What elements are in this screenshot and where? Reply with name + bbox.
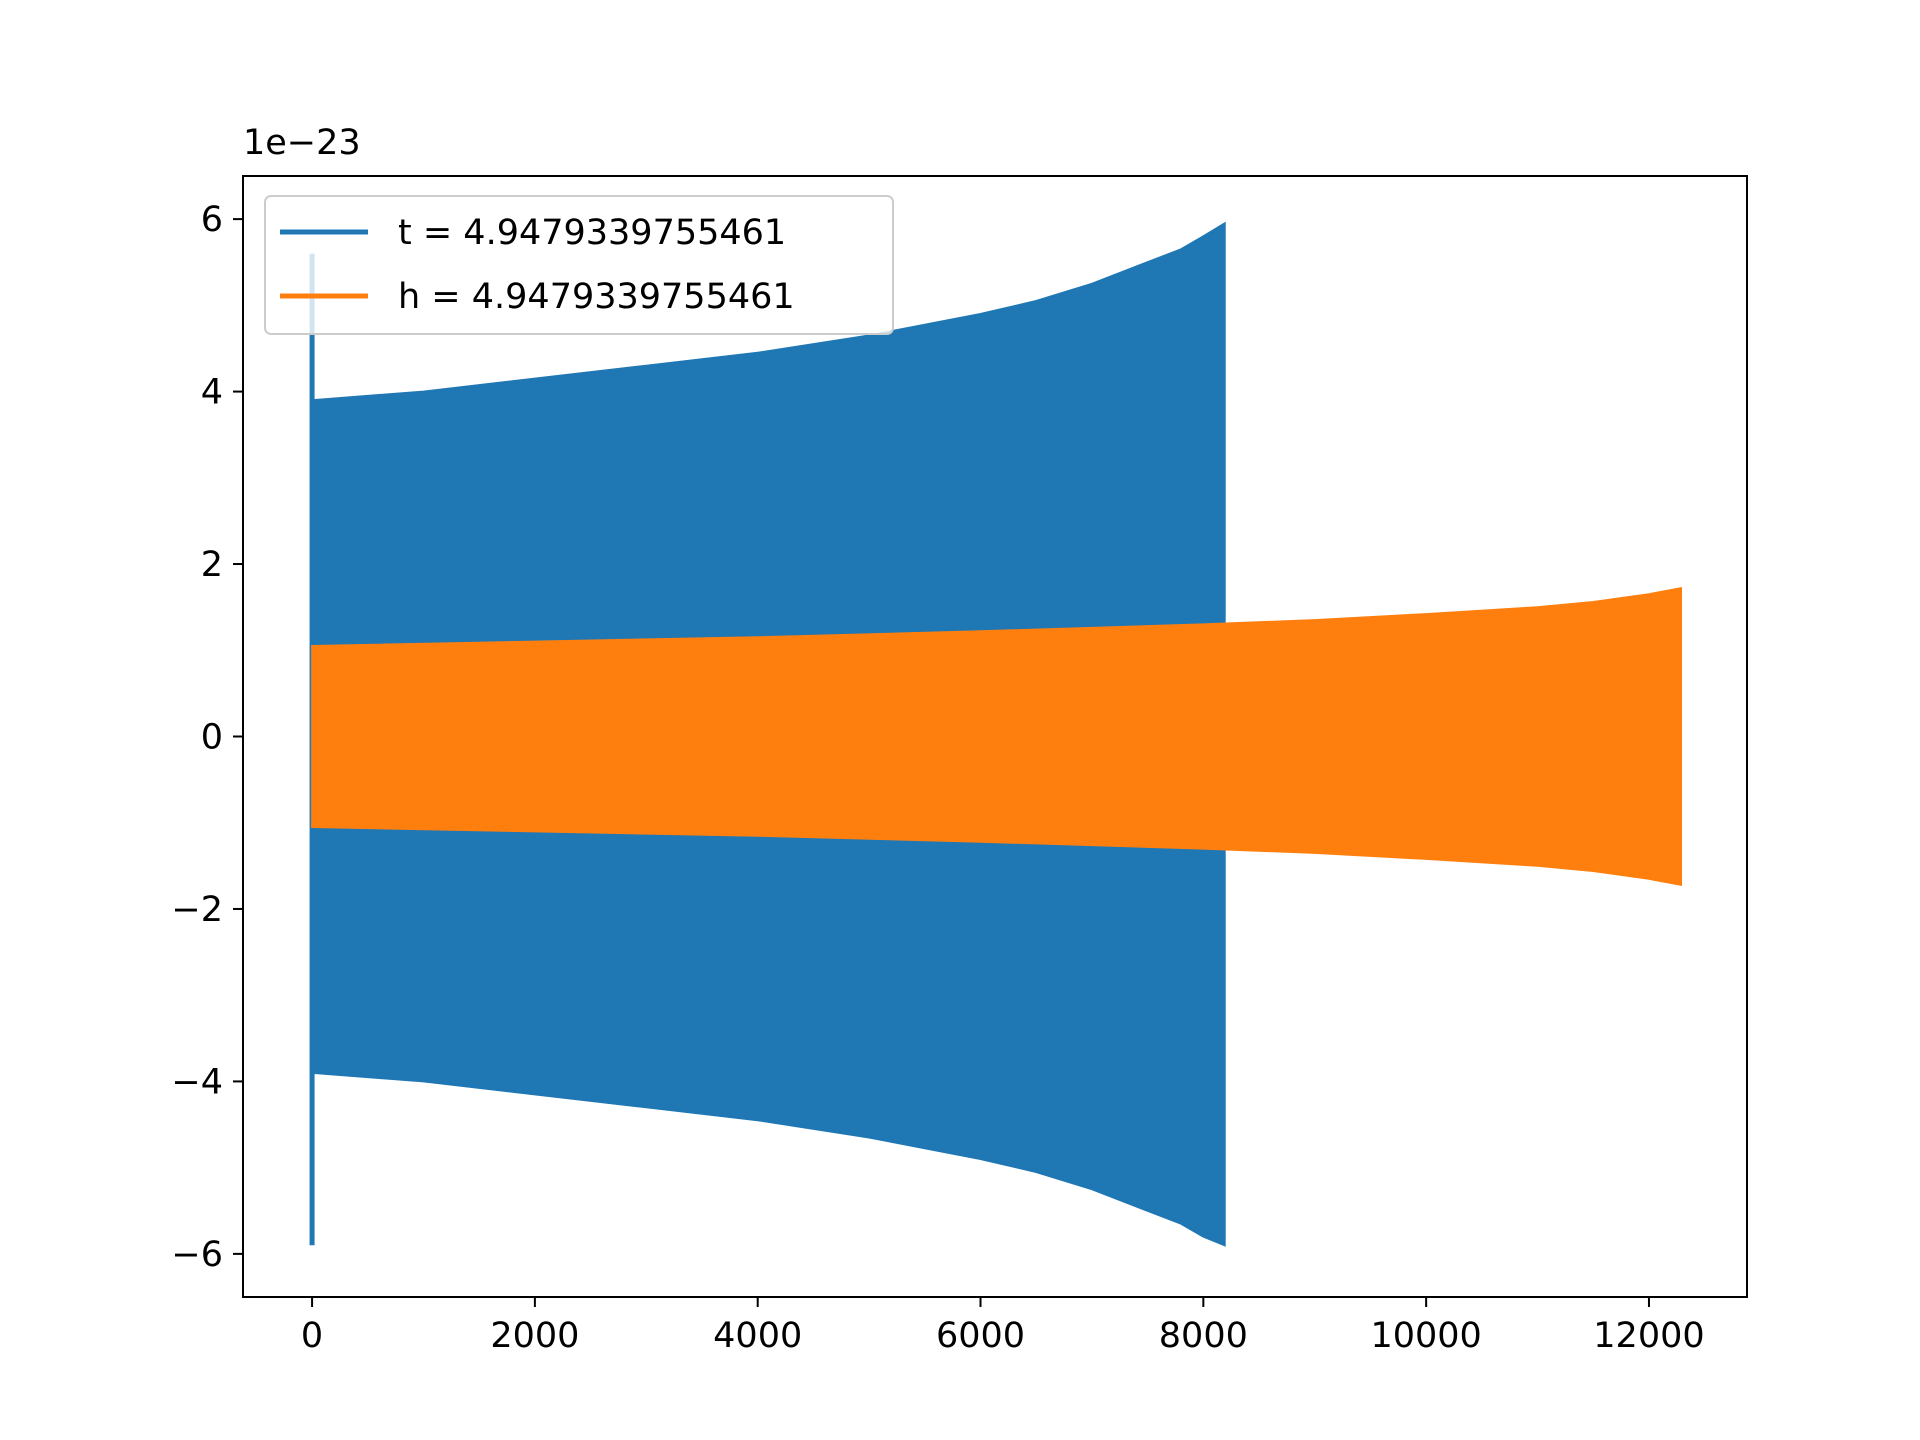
y-tick-label: −4 bbox=[171, 1062, 223, 1102]
x-tick-label: 6000 bbox=[936, 1316, 1025, 1356]
y-tick-label: −6 bbox=[171, 1235, 223, 1275]
y-axis-offset-label: 1e−23 bbox=[243, 123, 361, 163]
y-tick-label: 4 bbox=[201, 373, 223, 413]
x-tick-label: 8000 bbox=[1159, 1316, 1248, 1356]
y-tick-label: 0 bbox=[201, 718, 223, 758]
x-tick-label: 4000 bbox=[713, 1316, 802, 1356]
y-tick-label: −2 bbox=[171, 890, 223, 930]
x-tick-label: 10000 bbox=[1370, 1316, 1481, 1356]
x-axis: 0 2000 4000 6000 8000 10000 12000 bbox=[301, 1297, 1705, 1356]
y-tick-label: 2 bbox=[201, 545, 223, 585]
y-axis: 6 4 2 0 −2 −4 −6 bbox=[171, 200, 243, 1275]
plot-area bbox=[309, 221, 1682, 1247]
x-tick-label: 12000 bbox=[1593, 1316, 1704, 1356]
x-tick-label: 0 bbox=[301, 1316, 323, 1356]
legend-label-t: t = 4.9479339755461 bbox=[398, 213, 786, 253]
y-tick-label: 6 bbox=[201, 200, 223, 240]
series-h-waveform bbox=[311, 586, 1682, 887]
x-tick-label: 2000 bbox=[490, 1316, 579, 1356]
legend-label-h: h = 4.9479339755461 bbox=[398, 277, 795, 317]
legend-frame bbox=[264, 195, 894, 335]
legend: t = 4.9479339755461 h = 4.9479339755461 bbox=[264, 195, 894, 335]
